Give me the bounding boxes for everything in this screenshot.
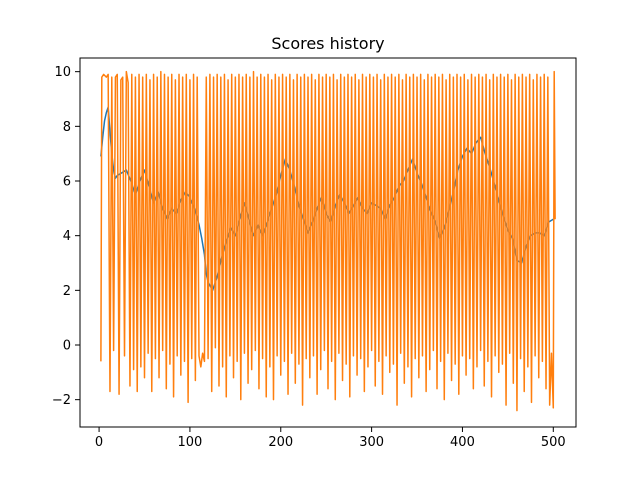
x-tick-label: 200 [268,435,293,450]
series-line-2 [100,70,556,412]
x-tick-label: 0 [95,435,103,450]
y-tick-label: 10 [54,65,71,80]
y-tick-label: 6 [63,175,71,190]
y-tick-label: 0 [63,339,71,354]
chart-title: Scores history [271,34,384,53]
plot-frame [79,57,577,428]
x-axis: 0 100 200 300 400 500 [95,427,566,450]
x-tick-label: 500 [541,435,566,450]
x-tick-label: 100 [178,435,203,450]
x-tick-label: 300 [359,435,384,450]
y-tick-label: 2 [63,284,71,299]
y-tick-label: −2 [52,393,71,408]
y-tick-label: 4 [63,229,71,244]
y-tick-label: 8 [63,120,71,135]
y-axis: −2 0 2 4 6 8 10 [52,65,80,408]
x-tick-label: 400 [450,435,475,450]
series-layer [100,70,556,412]
